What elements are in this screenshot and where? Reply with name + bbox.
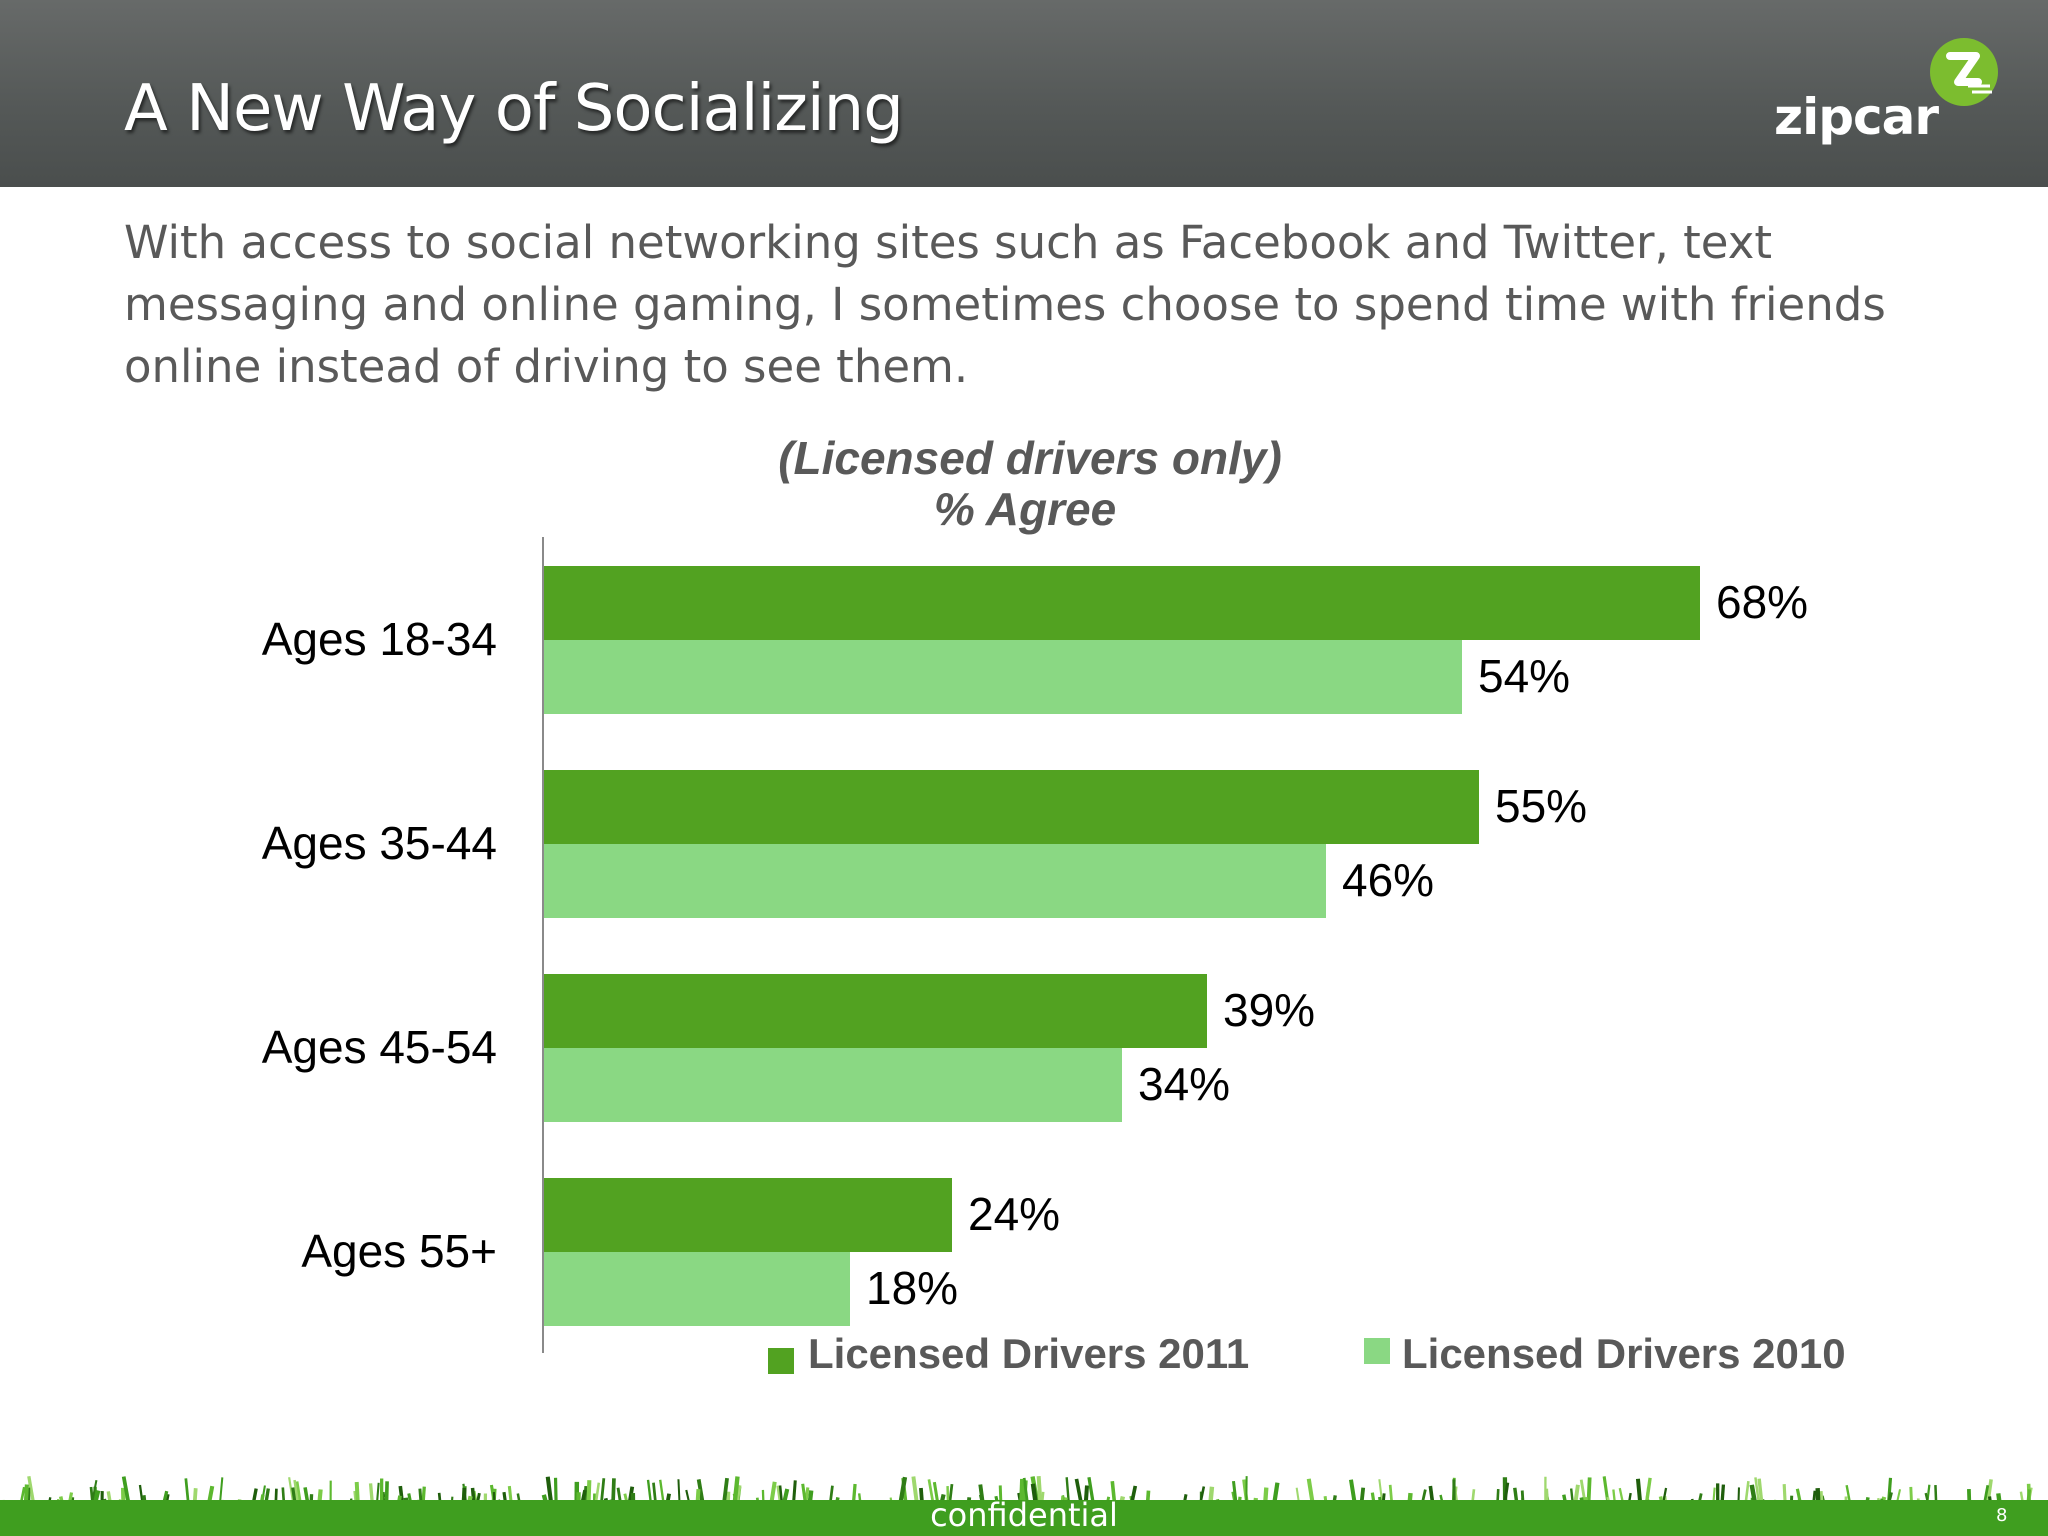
legend-swatch-2011 [768,1348,794,1374]
data-label: 39% [1223,984,1315,1036]
bar-2011 [544,770,1479,844]
data-label: 24% [968,1188,1060,1240]
bar-2010 [544,640,1462,714]
slide-title: A New Way of Socializing [124,72,904,146]
footer-confidential: confidential [930,1496,1118,1534]
bar-chart: (Licensed drivers only) % Agree Ages 18-… [262,432,1846,1377]
legend-label-2011: Licensed Drivers 2011 [808,1330,1249,1377]
bar-2010 [544,1048,1122,1122]
zipcar-logo: zipcar [1760,30,2010,160]
category-label: Ages 45-54 [262,1021,497,1073]
data-label: 68% [1716,576,1808,628]
category-label: Ages 55+ [301,1225,497,1277]
category-label: Ages 35-44 [262,817,497,869]
data-label: 46% [1342,854,1434,906]
data-label: 34% [1138,1058,1230,1110]
chart-subtitle: % Agree [934,483,1116,535]
bar-2010 [544,1252,850,1326]
category-label: Ages 18-34 [262,613,497,665]
page-number: 8 [1996,1505,2008,1526]
bar-2010 [544,844,1326,918]
data-label: 54% [1478,650,1570,702]
header-bar: A New Way of Socializing zipcar [0,0,2048,187]
zipcar-badge-icon [1930,38,1998,106]
slide-subtitle: With access to social networking sites s… [124,216,1886,393]
legend-label-2010: Licensed Drivers 2010 [1402,1330,1846,1377]
legend-swatch-2010 [1364,1338,1390,1364]
bar-2011 [544,974,1207,1048]
data-label: 18% [866,1262,958,1314]
data-label: 55% [1495,780,1587,832]
bar-2011 [544,1178,952,1252]
logo-wordmark: zipcar [1774,88,1939,146]
legend: Licensed Drivers 2011 Licensed Drivers 2… [768,1330,1846,1377]
chart-title: (Licensed drivers only) [778,432,1282,484]
bar-2011 [544,566,1700,640]
footer-bar [0,1500,2048,1536]
